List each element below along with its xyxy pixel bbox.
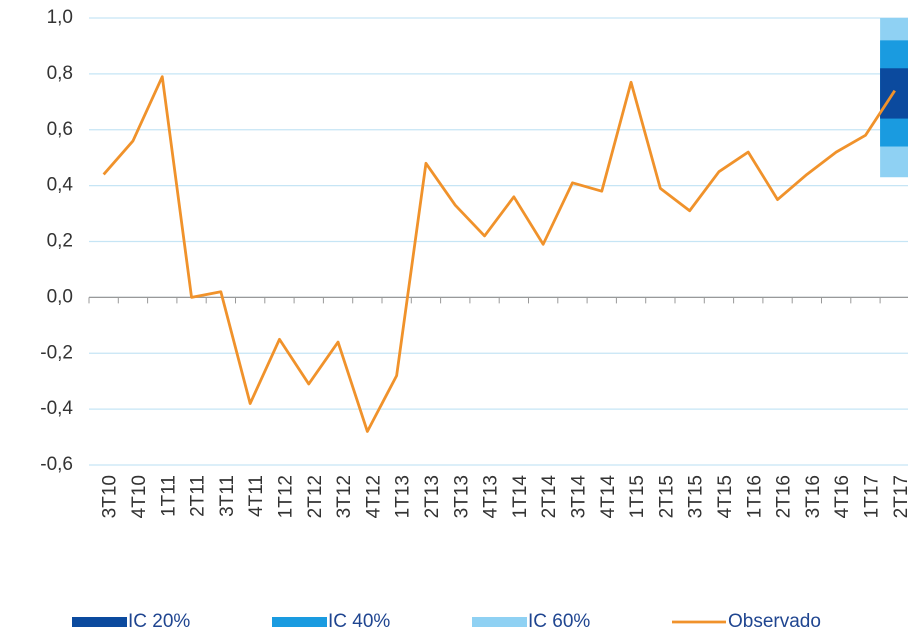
x-tick-label: 1T13: [393, 475, 414, 518]
x-tick-label: 4T15: [715, 475, 736, 518]
x-tick-label: 3T10: [100, 475, 121, 518]
x-tick-label: 1T11: [158, 475, 179, 517]
legend-label: IC 60%: [528, 611, 590, 632]
x-tick-label: 4T13: [481, 475, 502, 518]
y-tick-label: 1,0: [47, 7, 73, 28]
x-tick-label: 3T11: [217, 475, 238, 517]
x-tick-label: 2T15: [656, 475, 677, 518]
x-tick-label: 1T15: [627, 475, 648, 518]
legend-label: IC 20%: [128, 611, 190, 632]
legend-swatch: [472, 617, 527, 627]
y-tick-label: 0,2: [47, 231, 73, 252]
x-tick-label: 1T12: [275, 475, 296, 518]
y-tick-label: -0,4: [40, 398, 73, 419]
x-tick-label: 4T12: [363, 475, 384, 518]
x-tick-label: 2T17: [891, 475, 908, 518]
x-tick-label: 4T14: [598, 475, 619, 519]
x-tick-label: 3T16: [803, 475, 824, 518]
x-tick-label: 2T14: [539, 475, 560, 519]
x-tick-label: 1T14: [510, 475, 531, 519]
y-tick-label: 0,4: [47, 175, 74, 196]
legend-swatch: [72, 617, 127, 627]
y-tick-label: 0,0: [47, 286, 73, 307]
legend-swatch: [272, 617, 327, 627]
x-tick-label: 2T12: [305, 475, 326, 518]
x-tick-label: 3T14: [568, 475, 589, 519]
x-tick-label: 1T16: [744, 475, 765, 518]
legend-label: Observado: [728, 611, 821, 632]
x-tick-label: 4T16: [832, 475, 853, 518]
x-tick-label: 3T13: [451, 475, 472, 518]
y-tick-label: 0,8: [47, 63, 73, 84]
x-tick-label: 2T16: [774, 475, 795, 518]
x-tick-label: 3T15: [686, 475, 707, 518]
x-tick-label: 3T12: [334, 475, 355, 518]
y-tick-label: -0,6: [40, 454, 73, 475]
y-tick-label: 0,6: [47, 119, 73, 140]
x-tick-label: 2T11: [188, 475, 209, 517]
legend-label: IC 40%: [328, 611, 390, 632]
x-tick-label: 4T11: [246, 475, 267, 517]
x-tick-label: 2T13: [422, 475, 443, 518]
x-tick-label: 4T10: [129, 475, 150, 518]
data-line: [102, 75, 896, 433]
y-tick-label: -0,2: [40, 342, 73, 363]
x-tick-label: 1T17: [861, 475, 882, 518]
